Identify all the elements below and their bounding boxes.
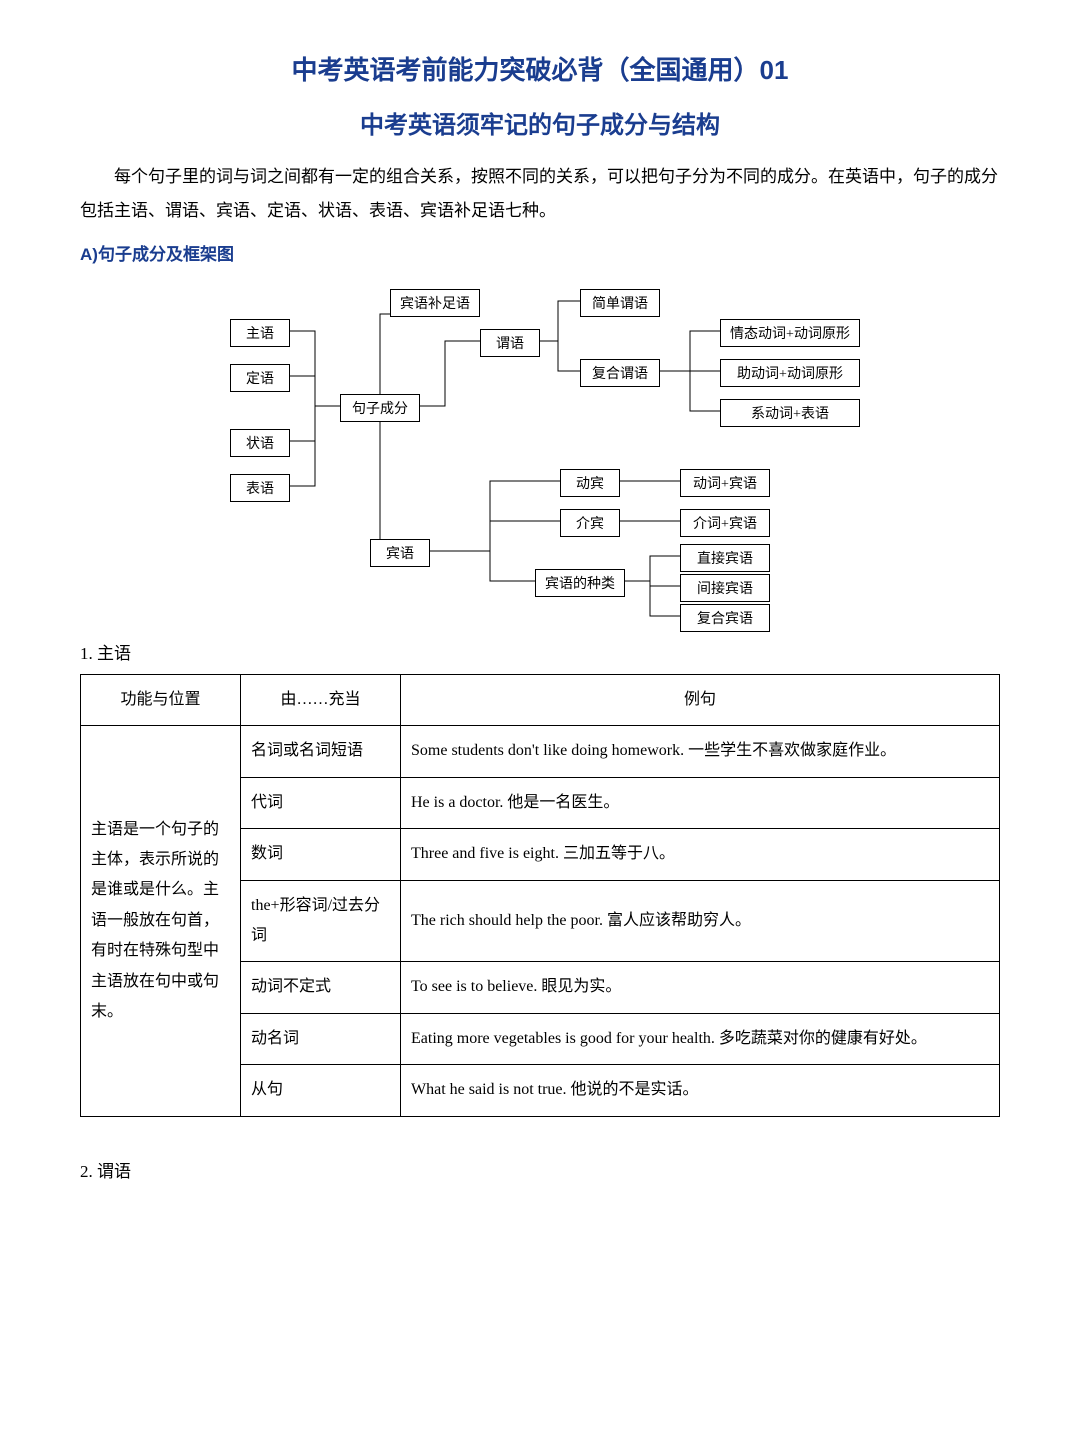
th-role: 由……充当 — [241, 675, 401, 726]
diagram-node: 动词+宾语 — [680, 469, 770, 497]
cell-role: 从句 — [241, 1065, 401, 1116]
diagram-node: 介词+宾语 — [680, 509, 770, 537]
diagram-node: 主语 — [230, 319, 290, 347]
subject-table: 功能与位置 由……充当 例句 主语是一个句子的主体，表示所说的是谁或是什么。主语… — [80, 674, 1000, 1117]
cell-example: The rich should help the poor. 富人应该帮助穷人。 — [401, 880, 1000, 962]
diagram-node: 间接宾语 — [680, 574, 770, 602]
intro-paragraph: 每个句子里的词与词之间都有一定的组合关系，按照不同的关系，可以把句子分为不同的成… — [80, 160, 1000, 228]
table-header-row: 功能与位置 由……充当 例句 — [81, 675, 1000, 726]
cell-example: To see is to believe. 眼见为实。 — [401, 962, 1000, 1013]
th-function: 功能与位置 — [81, 675, 241, 726]
cell-example: Three and five is eight. 三加五等于八。 — [401, 829, 1000, 880]
title-sub: 中考英语须牢记的句子成分与结构 — [80, 105, 1000, 140]
cell-function: 主语是一个句子的主体，表示所说的是谁或是什么。主语一般放在句首，有时在特殊句型中… — [81, 726, 241, 1116]
title-main: 中考英语考前能力突破必背（全国通用）01 — [80, 50, 1000, 87]
cell-example: Eating more vegetables is good for your … — [401, 1013, 1000, 1064]
cell-role: 动名词 — [241, 1013, 401, 1064]
numbered-heading-1: 1. 主语 — [80, 639, 1000, 664]
diagram-node: 宾语的种类 — [535, 569, 625, 597]
diagram-node: 助动词+动词原形 — [720, 359, 860, 387]
diagram-node: 状语 — [230, 429, 290, 457]
diagram-node: 谓语 — [480, 329, 540, 357]
diagram-node: 宾语补足语 — [390, 289, 480, 317]
th-example: 例句 — [401, 675, 1000, 726]
diagram-node: 简单谓语 — [580, 289, 660, 317]
diagram-node: 句子成分 — [340, 394, 420, 422]
cell-role: the+形容词/过去分词 — [241, 880, 401, 962]
cell-example: Some students don't like doing homework.… — [401, 726, 1000, 777]
diagram-node: 复合宾语 — [680, 604, 770, 632]
table-body: 主语是一个句子的主体，表示所说的是谁或是什么。主语一般放在句首，有时在特殊句型中… — [81, 726, 1000, 1116]
sentence-component-diagram: 主语定语状语表语 句子成分 宾语补足语谓语宾语 简单谓语复合谓语 情态动词+动词原形助动… — [180, 279, 900, 619]
diagram-container: 主语定语状语表语 句子成分 宾语补足语谓语宾语 简单谓语复合谓语 情态动词+动词原形助动… — [80, 279, 1000, 619]
diagram-node: 情态动词+动词原形 — [720, 319, 860, 347]
table-row: 主语是一个句子的主体，表示所说的是谁或是什么。主语一般放在句首，有时在特殊句型中… — [81, 726, 1000, 777]
document-page: 中考英语考前能力突破必背（全国通用）01 中考英语须牢记的句子成分与结构 每个句… — [0, 0, 1080, 1440]
numbered-heading-2: 2. 谓语 — [80, 1157, 1000, 1182]
diagram-node: 宾语 — [370, 539, 430, 567]
cell-example: He is a doctor. 他是一名医生。 — [401, 777, 1000, 828]
cell-role: 代词 — [241, 777, 401, 828]
cell-role: 动词不定式 — [241, 962, 401, 1013]
cell-role: 数词 — [241, 829, 401, 880]
cell-example: What he said is not true. 他说的不是实话。 — [401, 1065, 1000, 1116]
cell-role: 名词或名词短语 — [241, 726, 401, 777]
diagram-node: 直接宾语 — [680, 544, 770, 572]
section-heading-a: A)句子成分及框架图 — [80, 240, 1000, 265]
diagram-node: 系动词+表语 — [720, 399, 860, 427]
diagram-node: 介宾 — [560, 509, 620, 537]
diagram-node: 动宾 — [560, 469, 620, 497]
diagram-node: 复合谓语 — [580, 359, 660, 387]
diagram-node: 表语 — [230, 474, 290, 502]
diagram-node: 定语 — [230, 364, 290, 392]
